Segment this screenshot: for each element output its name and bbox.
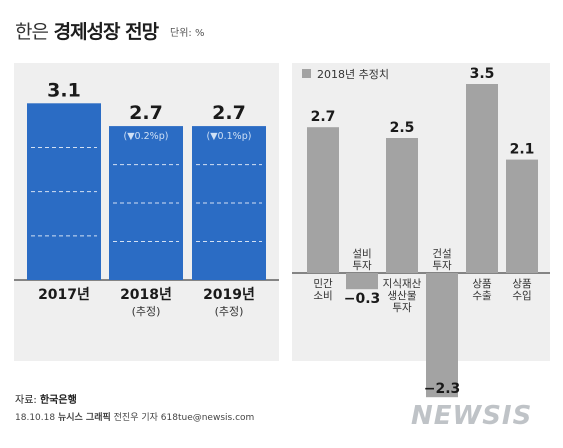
source-name: 한국은행: [39, 395, 77, 406]
right-bar: [426, 273, 458, 398]
right-category-label: 투자: [432, 260, 452, 272]
right-category-label: 투자: [392, 302, 412, 314]
left-value-label: 2.7: [129, 102, 163, 124]
right-bar: [307, 127, 339, 273]
left-category-label: 2017년: [38, 287, 90, 303]
change-annotation: (▼0.1%p): [207, 131, 252, 142]
unit-label: 단위: %: [170, 28, 205, 39]
right-category-label: 민간: [313, 278, 333, 290]
right-bar: [466, 84, 498, 273]
left-value-label: 3.1: [47, 79, 81, 101]
right-value-label: 2.1: [510, 142, 535, 158]
legend-label: 2018년 추정치: [317, 68, 389, 81]
chart-title: 한은 경제성장 전망: [15, 17, 159, 44]
credit-name: 뉴시스 그래픽: [57, 413, 111, 423]
right-category-label: 건설: [432, 248, 451, 260]
right-category-label: 상품: [512, 278, 532, 290]
left-category-sublabel: (추정): [132, 305, 161, 318]
right-value-label: −2.3: [424, 381, 461, 397]
title-bold: 경제성장 전망: [53, 21, 159, 43]
right-category-label: 생산물: [388, 290, 417, 302]
legend-swatch: [302, 69, 311, 78]
credit-date: 18.10.18: [15, 413, 56, 423]
newsis-logo: NEWSIS: [411, 401, 533, 431]
left-category-sublabel: (추정): [215, 305, 244, 318]
source-label: 자료:: [15, 395, 37, 406]
credit-line: 18.10.18 뉴시스 그래픽 전진우 기자 618tue@newsis.co…: [15, 410, 254, 423]
change-annotation: (▼0.2%p): [124, 131, 169, 142]
left-value-label: 2.7: [212, 102, 246, 124]
right-bar: [346, 273, 378, 290]
credit-rest: 전진우 기자 618tue@newsis.com: [113, 413, 255, 423]
right-category-label: 투자: [352, 260, 372, 272]
left-category-label: 2018년: [120, 287, 172, 303]
title-light: 한은: [15, 21, 49, 43]
right-category-label: 지식재산: [383, 278, 422, 290]
right-category-label: 상품: [472, 278, 492, 290]
right-category-label: 설비: [352, 248, 371, 260]
right-category-label: 수출: [472, 290, 492, 302]
right-category-label: 소비: [313, 290, 332, 302]
source-line: 자료: 한국은행: [15, 391, 77, 406]
right-category-label: 수입: [512, 289, 531, 302]
right-value-label: 2.7: [311, 109, 336, 125]
right-value-label: −0.3: [344, 291, 381, 307]
right-bar: [506, 159, 538, 273]
right-bar: [386, 138, 418, 273]
right-value-label: 2.5: [390, 120, 415, 136]
right-value-label: 3.5: [470, 66, 495, 82]
left-category-label: 2019년: [203, 287, 255, 303]
